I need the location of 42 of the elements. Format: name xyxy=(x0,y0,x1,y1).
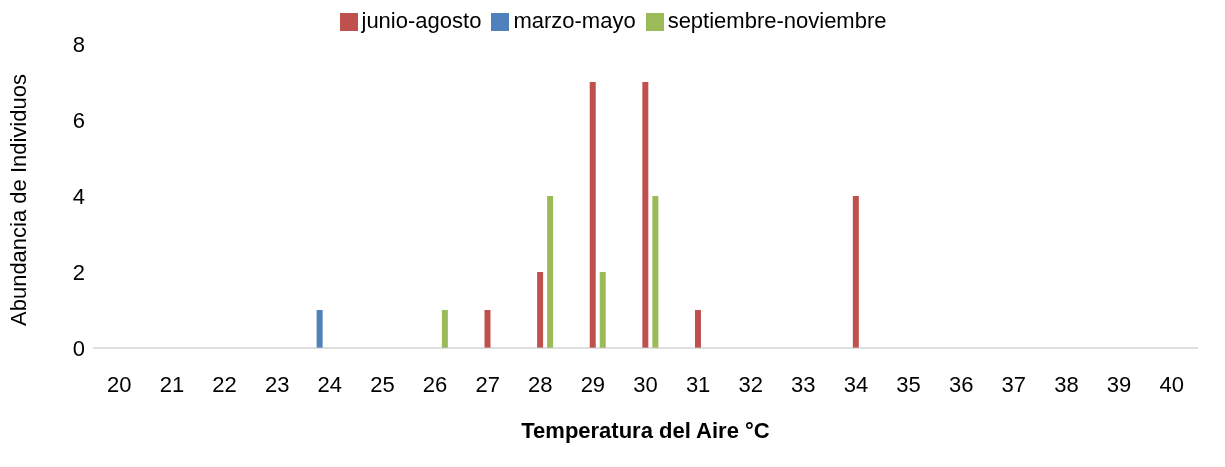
y-tick-label: 4 xyxy=(72,183,85,209)
x-axis-title: Temperatura del Aire °C xyxy=(521,418,770,443)
x-tick-label: 32 xyxy=(738,371,763,397)
legend-label: septiembre-noviembre xyxy=(667,8,887,33)
x-tick-label: 35 xyxy=(896,371,921,397)
bar xyxy=(484,310,491,348)
x-tick-label: 29 xyxy=(580,371,606,397)
x-tick-label: 34 xyxy=(843,371,869,397)
legend-label: marzo-mayo xyxy=(513,8,636,33)
bar xyxy=(537,272,544,348)
x-tick-label: 27 xyxy=(475,371,500,397)
bar xyxy=(316,310,323,348)
y-tick-label: 6 xyxy=(72,107,85,133)
bar xyxy=(547,196,554,348)
x-tick-label: 40 xyxy=(1159,371,1184,397)
x-tick-label: 25 xyxy=(370,371,395,397)
x-tick-label: 24 xyxy=(317,371,343,397)
bar xyxy=(441,310,448,348)
x-tick-label: 31 xyxy=(685,371,711,397)
x-tick-label: 38 xyxy=(1054,371,1079,397)
bar xyxy=(652,196,659,348)
legend-label: junio-agosto xyxy=(361,8,482,33)
x-tick-label: 28 xyxy=(528,371,553,397)
x-tick-label: 26 xyxy=(422,371,448,397)
x-tick-label: 21 xyxy=(159,371,185,397)
x-tick-label: 23 xyxy=(264,371,290,397)
x-tick-label: 22 xyxy=(212,371,237,397)
x-tick-label: 37 xyxy=(1001,371,1027,397)
x-tick-label: 33 xyxy=(791,371,816,397)
x-tick-label: 30 xyxy=(633,371,658,397)
y-tick-label: 0 xyxy=(72,335,85,361)
y-tick-label: 8 xyxy=(72,31,85,57)
bar xyxy=(642,82,649,348)
x-tick-label: 20 xyxy=(107,371,132,397)
bar xyxy=(599,272,606,348)
x-tick-label: 39 xyxy=(1106,371,1132,397)
y-axis-title: Abundancia de Individuos xyxy=(5,74,31,326)
y-tick-label: 2 xyxy=(72,259,85,285)
bar xyxy=(589,82,596,348)
x-tick-label: 36 xyxy=(948,371,974,397)
bar xyxy=(694,310,701,348)
bar xyxy=(852,196,859,348)
